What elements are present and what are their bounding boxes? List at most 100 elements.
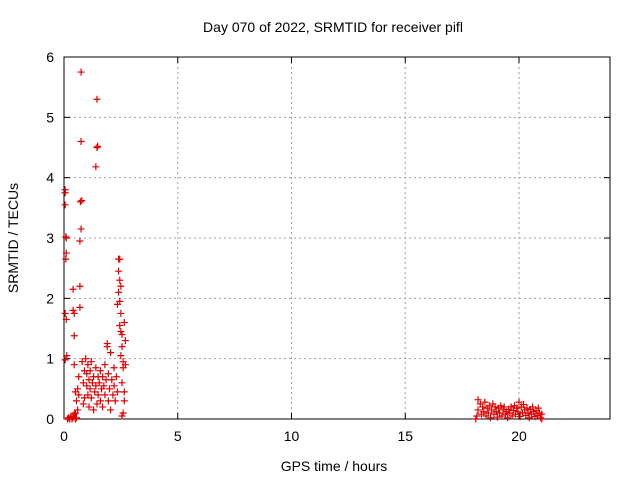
data-point	[481, 398, 489, 406]
y-tick-label: 5	[46, 109, 54, 125]
data-point	[119, 409, 127, 417]
data-point	[516, 413, 524, 421]
y-tick-label: 1	[46, 351, 54, 367]
data-point	[76, 303, 84, 311]
data-point	[106, 385, 113, 393]
axis-ticks: 0 5 10 15 20 0 1 2 3 4 5 6	[46, 49, 610, 444]
y-axis-label: SRMTID / TECUs	[5, 183, 21, 293]
data-point	[84, 391, 92, 399]
data-point	[472, 415, 480, 423]
data-point	[484, 409, 492, 417]
data-point	[504, 414, 512, 422]
data-point	[80, 394, 88, 402]
data-point	[79, 400, 87, 408]
data-point	[62, 315, 70, 323]
data-point	[116, 297, 124, 305]
data-point	[88, 379, 96, 387]
data-point	[488, 406, 496, 414]
data-point	[120, 388, 128, 396]
data-point	[99, 403, 107, 411]
data-point	[73, 397, 81, 405]
data-point	[487, 414, 495, 422]
data-point	[525, 414, 533, 422]
data-point	[63, 352, 71, 360]
data-point	[116, 276, 124, 284]
data-point	[117, 282, 125, 290]
data-point	[85, 376, 93, 384]
data-point	[84, 361, 92, 369]
data-point	[70, 309, 78, 317]
x-tick-label: 15	[397, 428, 413, 444]
data-point	[513, 404, 521, 412]
data-point	[62, 255, 70, 263]
x-tick-label: 5	[174, 428, 182, 444]
data-point	[61, 201, 69, 209]
data-point	[103, 340, 111, 348]
data-point	[117, 328, 125, 336]
data-point	[62, 249, 70, 257]
data-point	[92, 382, 100, 390]
data-point	[524, 409, 532, 417]
data-point	[100, 382, 108, 390]
data-point	[77, 225, 85, 233]
data-point	[107, 406, 115, 414]
data-point	[101, 391, 109, 399]
data-point	[111, 397, 119, 405]
data-point	[75, 391, 83, 399]
data-point	[473, 412, 481, 420]
data-point	[94, 391, 102, 399]
data-point	[71, 415, 79, 423]
data-point	[497, 402, 505, 410]
grid	[64, 57, 610, 419]
data-point	[491, 403, 499, 411]
data-point	[87, 394, 95, 402]
data-point	[118, 379, 126, 387]
data-point	[76, 282, 84, 290]
data-point	[110, 364, 118, 372]
data-point	[70, 332, 78, 340]
data-point	[116, 255, 124, 263]
data-point	[101, 361, 109, 369]
data-point	[69, 306, 77, 314]
data-point	[96, 397, 104, 405]
data-point	[117, 352, 125, 360]
data-point	[95, 379, 103, 387]
data-point	[83, 370, 91, 378]
y-tick-label: 2	[46, 290, 54, 306]
data-point	[77, 137, 85, 145]
y-tick-label: 4	[46, 170, 54, 186]
data-point	[120, 318, 128, 326]
data-point	[118, 331, 126, 339]
data-point	[104, 370, 112, 378]
data-point	[92, 163, 100, 171]
data-point	[110, 382, 118, 390]
data-point	[515, 398, 523, 406]
data-point	[70, 361, 78, 369]
x-tick-label: 10	[284, 428, 300, 444]
data-point	[113, 388, 121, 396]
data-point	[93, 95, 101, 103]
data-point	[91, 388, 99, 396]
data-point	[537, 414, 545, 422]
data-point	[523, 404, 531, 412]
data-point	[94, 142, 102, 150]
data-point	[117, 309, 125, 317]
data-point	[474, 396, 482, 404]
y-tick-label: 3	[46, 230, 54, 246]
data-point	[121, 361, 129, 369]
data-point	[76, 237, 84, 245]
data-point	[107, 349, 115, 357]
data-point	[78, 358, 86, 366]
data-point	[479, 403, 487, 411]
x-tick-label: 20	[511, 428, 527, 444]
data-point	[73, 414, 81, 422]
x-tick-label: 0	[60, 428, 68, 444]
data-point	[76, 198, 84, 206]
data-point	[112, 373, 120, 381]
data-point	[507, 403, 515, 411]
data-point	[492, 408, 500, 416]
data-point	[108, 376, 116, 384]
data-point	[90, 406, 98, 414]
data-point	[83, 382, 91, 390]
